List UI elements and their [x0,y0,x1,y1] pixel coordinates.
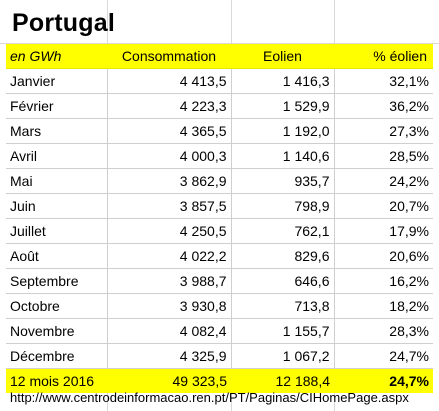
share-header: % éolien [334,44,433,69]
consumption-cell: 3 862,9 [107,168,232,194]
month-cell: Septembre [6,268,108,294]
table-row: Septembre 3 988,7 646,6 16,2% [6,268,433,294]
month-cell: Août [6,243,108,269]
consumption-cell: 4 000,3 [107,143,232,169]
share-cell: 20,6% [334,243,433,269]
share-cell: 36,2% [334,93,433,119]
total-label-cell: 12 mois 2016 [6,368,107,393]
share-cell: 24,7% [334,343,433,369]
month-cell: Février [6,93,108,119]
unit-header: en GWh [6,44,107,69]
month-cell: Janvier [6,68,108,94]
consumption-cell: 4 250,5 [107,218,232,244]
sheet-title: Portugal [12,9,115,37]
share-cell: 16,2% [334,268,433,294]
wind-cell: 1 192,0 [231,118,335,144]
consumption-cell: 4 223,3 [107,93,232,119]
share-cell: 28,5% [334,143,433,169]
share-cell: 24,2% [334,168,433,194]
share-cell: 18,2% [334,293,433,319]
table-row: Décembre 4 325,9 1 067,2 24,7% [6,343,433,369]
wind-cell: 713,8 [231,293,335,319]
table-row: Novembre 4 082,4 1 155,7 28,3% [6,318,433,344]
table-row: Juillet 4 250,5 762,1 17,9% [6,218,433,244]
source-url: http://www.centrodeinformacao.ren.pt/PT/… [10,390,409,405]
total-share-cell: 24,7% [334,368,433,393]
consumption-cell: 3 988,7 [107,268,232,294]
table-row: Janvier 4 413,5 1 416,3 32,1% [6,68,433,94]
wind-cell: 798,9 [231,193,335,219]
energy-table: en GWh Consommation Eolien % éolien Janv… [6,44,433,393]
month-cell: Juin [6,193,108,219]
month-cell: Novembre [6,318,108,344]
table-row: Avril 4 000,3 1 140,6 28,5% [6,143,433,169]
table-row: Août 4 022,2 829,6 20,6% [6,243,433,269]
share-cell: 17,9% [334,218,433,244]
table-row: Mars 4 365,5 1 192,0 27,3% [6,118,433,144]
table-row: Octobre 3 930,8 713,8 18,2% [6,293,433,319]
share-cell: 28,3% [334,318,433,344]
month-cell: Mars [6,118,108,144]
table-row: Février 4 223,3 1 529,9 36,2% [6,93,433,119]
total-wind-cell: 12 188,4 [231,368,334,393]
month-cell: Mai [6,168,108,194]
month-cell: Décembre [6,343,108,369]
total-consumption-cell: 49 323,5 [107,368,231,393]
consumption-cell: 4 325,9 [107,343,232,369]
wind-header: Eolien [231,44,334,69]
consumption-cell: 4 365,5 [107,118,232,144]
table-row: Mai 3 862,9 935,7 24,2% [6,168,433,194]
wind-cell: 829,6 [231,243,335,269]
table-row: Juin 3 857,5 798,9 20,7% [6,193,433,219]
month-cell: Avril [6,143,108,169]
share-cell: 32,1% [334,68,433,94]
gridline [0,43,439,44]
consumption-header: Consommation [107,44,231,69]
consumption-cell: 4 022,2 [107,243,232,269]
wind-cell: 1 416,3 [231,68,335,94]
share-cell: 27,3% [334,118,433,144]
table-header-row: en GWh Consommation Eolien % éolien [6,44,433,69]
wind-cell: 1 140,6 [231,143,335,169]
consumption-cell: 3 857,5 [107,193,232,219]
table-body: Janvier 4 413,5 1 416,3 32,1% Février 4 … [6,68,433,393]
wind-cell: 935,7 [231,168,335,194]
consumption-cell: 4 082,4 [107,318,232,344]
consumption-cell: 3 930,8 [107,293,232,319]
wind-cell: 646,6 [231,268,335,294]
wind-cell: 1 067,2 [231,343,335,369]
month-cell: Octobre [6,293,108,319]
month-cell: Juillet [6,218,108,244]
wind-cell: 1 155,7 [231,318,335,344]
share-cell: 20,7% [334,193,433,219]
wind-cell: 1 529,9 [231,93,335,119]
consumption-cell: 4 413,5 [107,68,232,94]
wind-cell: 762,1 [231,218,335,244]
total-row: 12 mois 2016 49 323,5 12 188,4 24,7% [6,368,433,393]
